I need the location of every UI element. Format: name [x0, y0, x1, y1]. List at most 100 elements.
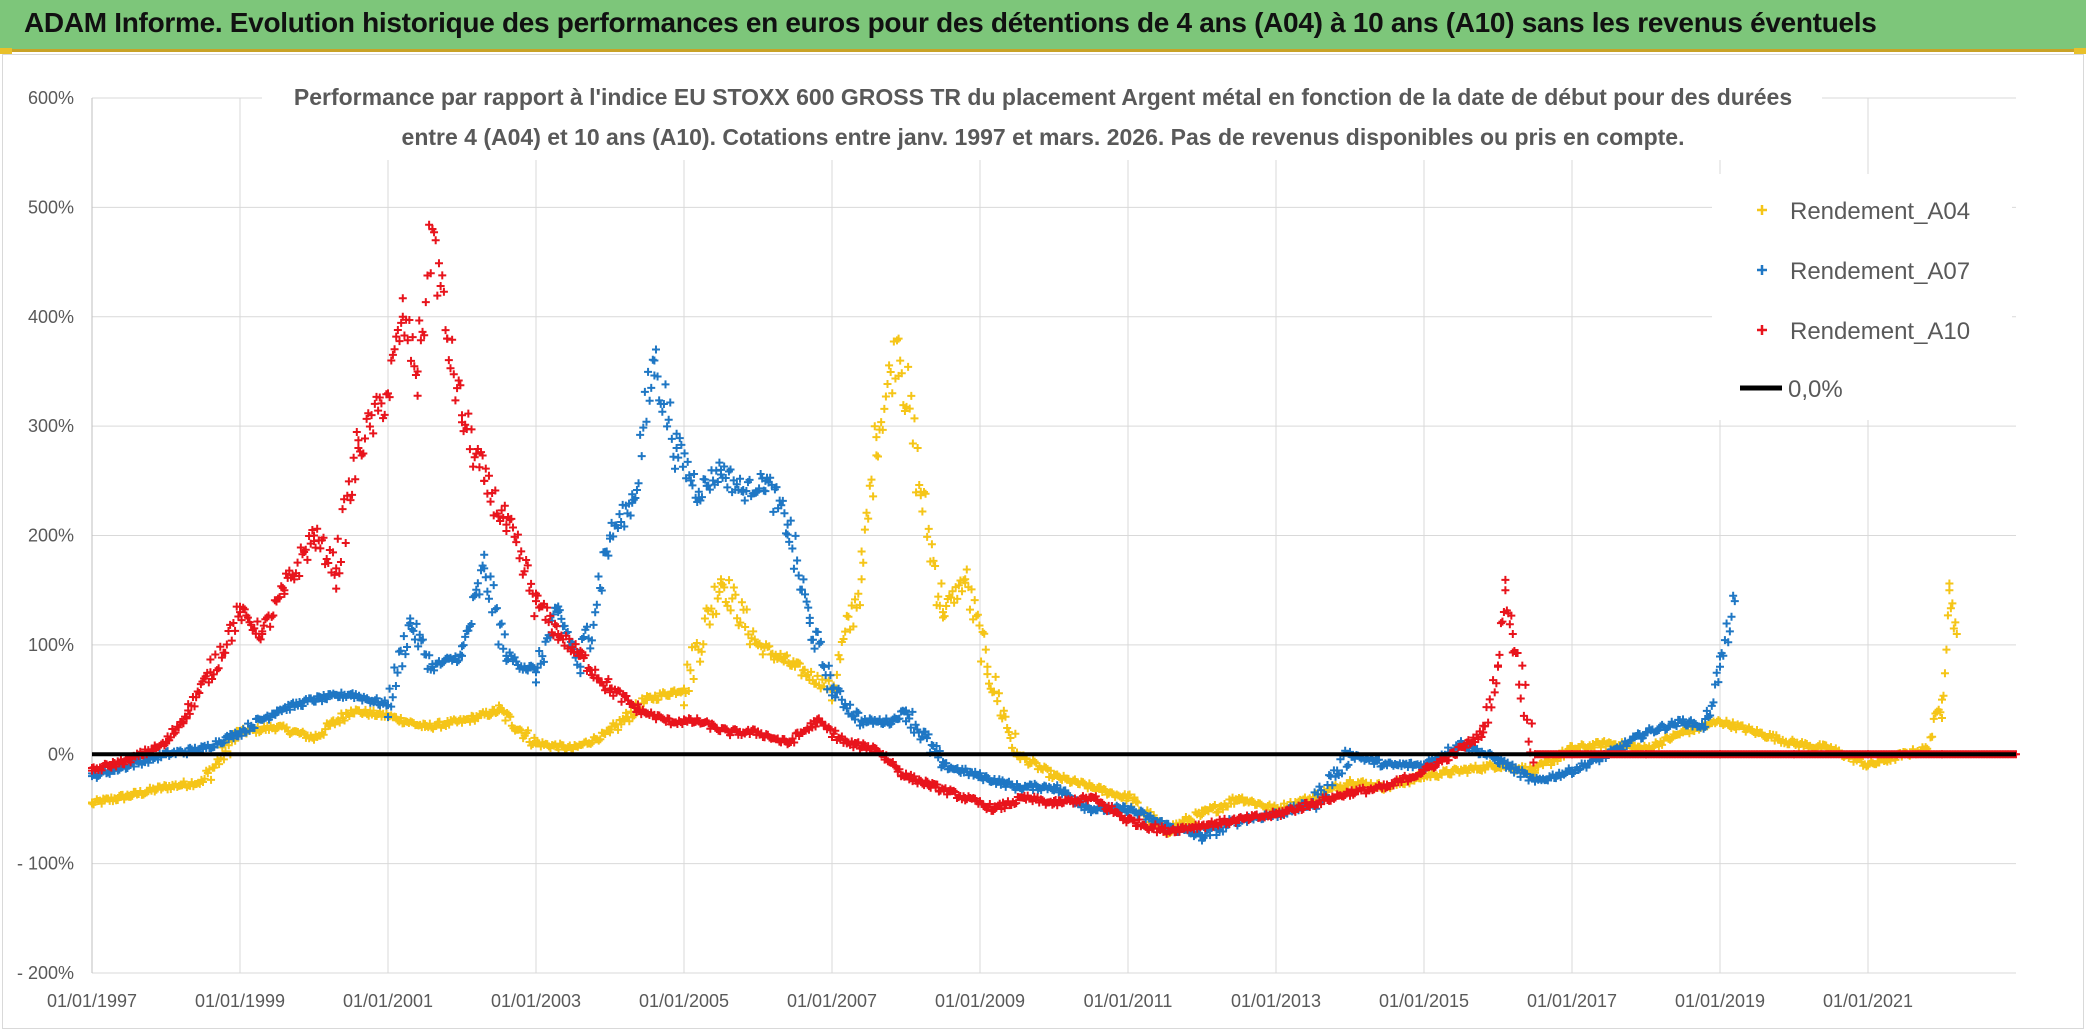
- data-point: [275, 593, 284, 602]
- data-point: [207, 775, 216, 784]
- data-point: [617, 518, 626, 527]
- data-point: [527, 579, 536, 588]
- data-point: [409, 626, 418, 635]
- data-point: [750, 635, 759, 644]
- data-point: [346, 496, 355, 505]
- data-point: [990, 804, 999, 813]
- data-point: [726, 465, 735, 474]
- data-point: [398, 662, 407, 671]
- data-point: [675, 434, 684, 443]
- data-point: [1124, 815, 1132, 824]
- data-point: [842, 739, 851, 748]
- data-point: [171, 728, 180, 737]
- legend: Rendement_A04 Rendement_A07 Rendement_A10 0…: [1712, 174, 2012, 420]
- data-point: [1494, 662, 1502, 671]
- data-point: [1075, 798, 1084, 807]
- data-point: [554, 629, 563, 638]
- data-point: [805, 619, 814, 627]
- data-point: [352, 427, 361, 436]
- data-point: [1709, 698, 1718, 707]
- data-point: [222, 640, 231, 649]
- data-point: [384, 389, 392, 398]
- legend-label: Rendement_A07: [1790, 258, 1970, 285]
- data-point: [865, 714, 874, 723]
- data-point: [425, 719, 434, 728]
- data-point: [554, 608, 563, 617]
- data-point: [1716, 662, 1724, 671]
- data-point: [981, 645, 990, 654]
- data-point: [862, 508, 871, 517]
- data-point: [565, 634, 574, 643]
- data-point: [697, 493, 706, 502]
- data-point: [1945, 586, 1954, 595]
- data-point: [902, 706, 910, 715]
- data-point: [883, 379, 892, 388]
- data-point: [712, 609, 721, 618]
- data-point: [576, 651, 585, 660]
- data-point: [544, 618, 553, 627]
- data-point: [857, 717, 866, 726]
- data-point: [403, 336, 412, 345]
- data-point: [622, 692, 631, 701]
- data-point: [872, 451, 881, 460]
- data-point: [396, 646, 405, 655]
- data-point: [948, 587, 957, 596]
- legend-marker: [1757, 265, 1767, 275]
- data-point: [913, 443, 922, 452]
- data-point: [791, 531, 800, 540]
- data-point: [1346, 788, 1354, 797]
- data-point: [1701, 722, 1710, 731]
- data-point: [491, 486, 500, 495]
- data-point: [1050, 799, 1058, 808]
- data-point: [120, 760, 129, 769]
- data-point: [179, 719, 188, 728]
- data-point: [794, 571, 803, 580]
- data-point: [480, 476, 489, 485]
- data-point: [881, 392, 890, 401]
- data-point: [857, 547, 866, 556]
- data-point: [671, 464, 680, 473]
- data-point: [782, 651, 791, 660]
- data-point: [219, 755, 228, 764]
- data-point: [677, 440, 686, 449]
- data-point: [780, 509, 789, 518]
- data-point: [1447, 770, 1456, 779]
- data-point: [991, 672, 1000, 681]
- data-point: [211, 650, 220, 659]
- data-point: [439, 287, 448, 296]
- data-point: [1297, 805, 1306, 814]
- data-point: [393, 668, 402, 677]
- data-point: [1658, 740, 1667, 749]
- data-point: [601, 686, 610, 695]
- data-point: [808, 635, 817, 644]
- data-point: [236, 608, 244, 617]
- data-point: [617, 697, 626, 706]
- data-point: [994, 689, 1003, 698]
- data-point: [857, 575, 866, 584]
- data-point: [910, 772, 919, 781]
- data-point: [872, 744, 881, 753]
- data-point: [639, 423, 648, 432]
- data-point: [428, 662, 437, 671]
- data-point: [815, 639, 824, 648]
- data-point: [854, 708, 863, 717]
- series-layer: [88, 220, 2020, 845]
- data-point: [788, 734, 797, 743]
- data-point: [1374, 755, 1383, 764]
- data-point: [1516, 772, 1525, 781]
- data-point: [489, 581, 498, 590]
- data-point: [921, 489, 930, 498]
- data-point: [967, 585, 976, 594]
- data-point: [453, 658, 462, 667]
- data-point: [192, 693, 201, 702]
- data-point: [709, 476, 718, 485]
- data-point: [659, 399, 668, 408]
- data-point: [436, 282, 445, 291]
- data-point: [472, 585, 481, 594]
- data-point: [1513, 648, 1522, 657]
- data-point: [1938, 695, 1946, 704]
- data-point: [400, 331, 409, 340]
- data-point: [1702, 706, 1711, 715]
- data-point: [195, 689, 204, 698]
- data-point: [606, 684, 614, 693]
